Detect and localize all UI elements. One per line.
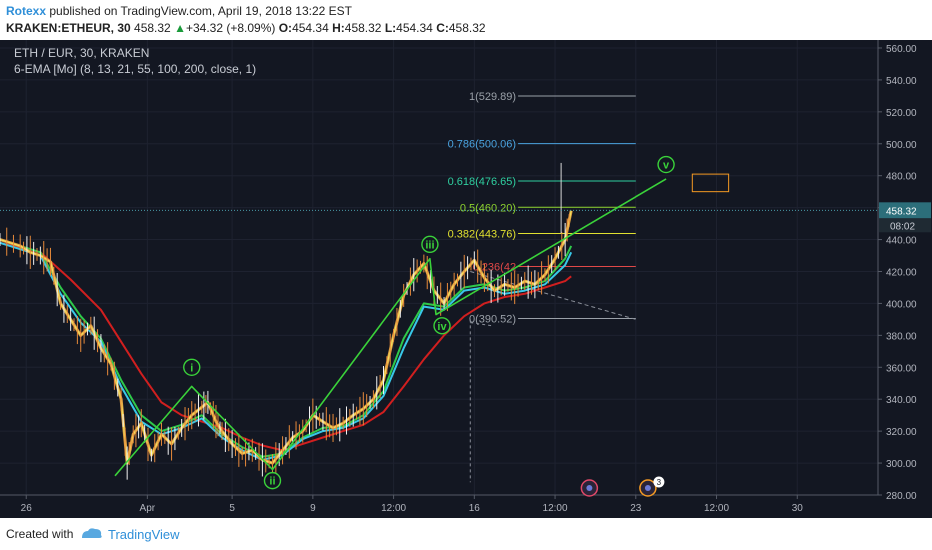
event-marker-dot-icon — [644, 485, 651, 491]
time-tick-label: Apr — [140, 503, 156, 514]
ema-line-cyan — [0, 241, 573, 461]
wave-label-circle — [433, 317, 451, 335]
footer: Created with TradingView — [0, 518, 932, 550]
tradingview-logo-icon — [82, 528, 102, 538]
countdown-badge — [879, 218, 931, 233]
time-tick-label: 9 — [310, 503, 316, 514]
price-band-orange — [0, 210, 573, 465]
time-tick-label: 16 — [469, 503, 481, 514]
price-tick-label: 320.00 — [886, 427, 917, 438]
price-tick-label: 420.00 — [886, 267, 917, 278]
time-tick-label: 5 — [229, 503, 235, 514]
price-tick-label: 440.00 — [886, 236, 917, 247]
wave-label-circle — [183, 358, 201, 376]
time-tick-label: 12:00 — [543, 503, 568, 514]
current-price-label: 458.32 — [886, 206, 917, 217]
last-price: 458.32 — [134, 21, 171, 35]
close-label: C: — [436, 21, 449, 35]
wave-label-circle — [421, 235, 439, 254]
price-change: +34.32 (+8.09%) — [185, 21, 276, 35]
fib-level-label: 0(390.52) — [469, 314, 516, 326]
chart-header: Rotexx published on TradingView.com, Apr… — [0, 0, 932, 40]
publish-line: Rotexx published on TradingView.com, Apr… — [6, 4, 352, 18]
wave-label-circle — [657, 155, 675, 174]
fib-level-label: 0.382(443.76) — [448, 229, 517, 241]
wave-label: iii — [425, 239, 434, 251]
wave-label: i — [190, 362, 193, 374]
fib-level-label: 0.236(42 — [473, 262, 516, 274]
fib-level-label: 0.786(500.06) — [448, 139, 517, 151]
wave-label: v — [663, 160, 670, 172]
grid-lines — [0, 40, 878, 496]
fib-level-label: 1(529.89) — [469, 91, 516, 103]
projection-line — [470, 271, 636, 320]
price-tick-label: 380.00 — [886, 331, 917, 342]
time-tick-label: 23 — [630, 503, 642, 514]
wave-label: ii — [269, 476, 275, 488]
up-arrow-icon: ▲ — [174, 21, 186, 35]
created-with-text: Created with — [6, 527, 74, 541]
time-tick-label: 12:00 — [381, 503, 406, 514]
price-tick-label: 340.00 — [886, 395, 917, 406]
event-marker-dot-icon — [586, 485, 593, 491]
fib-levels: 0.236(42 0.382(443.76) 0.5(460.20) 0.618(47… — [448, 91, 730, 483]
time-tick-label: 26 — [21, 503, 33, 514]
fib-level-label: 0.5(460.20) — [460, 202, 516, 214]
open-label: O: — [278, 21, 293, 35]
price-tick-label: 520.00 — [886, 108, 917, 119]
price-tick-label: 540.00 — [886, 76, 917, 87]
price-tick-label: 300.00 — [886, 459, 917, 470]
price-tick-label: 280.00 — [886, 491, 917, 502]
marker-count-label: 3 — [657, 478, 662, 487]
price-chart[interactable]: 0.236(42 0.382(443.76) 0.5(460.20) 0.618(47… — [0, 40, 932, 518]
marker-count-badge — [653, 476, 665, 488]
chart-area[interactable]: 0.236(42 0.382(443.76) 0.5(460.20) 0.618(47… — [0, 40, 932, 518]
price-tick-label: 500.00 — [886, 140, 917, 151]
close-value: 458.32 — [448, 21, 486, 35]
price-tick-label: 480.00 — [886, 172, 917, 183]
wave-path — [114, 178, 667, 477]
ema-line-red — [0, 241, 572, 452]
price-series — [0, 162, 573, 480]
high-label: H: — [332, 21, 345, 35]
low-value: 454.34 — [396, 21, 433, 35]
current-price-badge — [879, 202, 931, 219]
wave-label: iv — [437, 321, 447, 333]
time-axis[interactable]: 26 Apr 5 9 12:00 16 12:00 23 12:00 30 3 — [0, 476, 878, 515]
price-axis-bg — [878, 40, 932, 518]
price-tick-label: 400.00 — [886, 299, 917, 310]
legend-indicator: 6-EMA [Mo] (8, 13, 21, 55, 100, 200, clo… — [14, 62, 256, 76]
legend-title: ETH / EUR, 30, KRAKEN — [14, 46, 149, 60]
author-link[interactable]: Rotexx — [6, 4, 47, 18]
ohlc-line: KRAKEN:ETHEUR, 30 458.32 ▲+34.32 (+8.09%… — [6, 21, 486, 35]
time-tick-label: 30 — [792, 503, 804, 514]
wave-label-circle — [263, 471, 282, 490]
time-tick-label: 12:00 — [704, 503, 729, 514]
published-text: published on TradingView.com, April 19, … — [49, 4, 353, 18]
target-box — [691, 173, 730, 193]
price-tick-label: 360.00 — [886, 363, 917, 374]
price-tick-label: 560.00 — [886, 44, 917, 55]
projection-line — [470, 322, 493, 327]
open-value: 454.34 — [292, 21, 329, 35]
countdown-label: 08:02 — [890, 221, 915, 232]
symbol-interval: KRAKEN:ETHEUR, 30 — [6, 21, 131, 35]
high-value: 458.32 — [344, 21, 382, 35]
price-line — [0, 210, 572, 464]
low-label: L: — [384, 21, 397, 35]
price-axis[interactable]: 280.00 300.00 320.00 340.00 360.00 380.00 400.… — [0, 40, 932, 518]
fib-level-label: 0.618(476.65) — [448, 176, 517, 188]
brand-link[interactable]: TradingView — [108, 527, 180, 542]
